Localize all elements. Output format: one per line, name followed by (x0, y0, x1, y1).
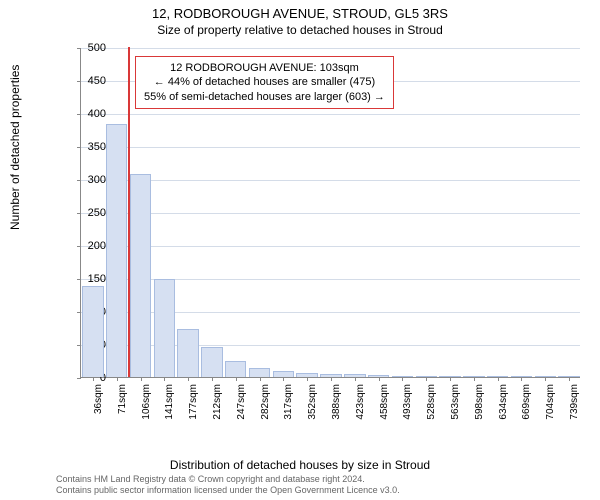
annot-line3: 55% of semi-detached houses are larger (… (144, 90, 385, 104)
ytick-label: 250 (76, 207, 106, 219)
xtick-mark (188, 377, 189, 381)
xtick-mark (498, 377, 499, 381)
xtick-mark (569, 377, 570, 381)
ytick-label: 300 (76, 174, 106, 186)
footer-line2: Contains public sector information licen… (56, 485, 400, 496)
grid-line (81, 48, 580, 49)
xtick-mark (307, 377, 308, 381)
grid-line (81, 213, 580, 214)
histogram-bar (154, 279, 175, 377)
annot-line1: 12 RODBOROUGH AVENUE: 103sqm (144, 61, 385, 75)
ytick-label: 450 (76, 75, 106, 87)
grid-line (81, 246, 580, 247)
xtick-mark (474, 377, 475, 381)
histogram-bar (106, 124, 127, 377)
histogram-bar (201, 347, 222, 377)
x-axis-label: Distribution of detached houses by size … (0, 458, 600, 472)
xtick-mark (212, 377, 213, 381)
xtick-mark (236, 377, 237, 381)
xtick-mark (521, 377, 522, 381)
chart-container: 05010015020025030035040045050036sqm71sqm… (50, 48, 580, 428)
plot-area: 05010015020025030035040045050036sqm71sqm… (80, 48, 580, 378)
xtick-mark (141, 377, 142, 381)
ytick-label: 200 (76, 240, 106, 252)
footer-attribution: Contains HM Land Registry data © Crown c… (56, 474, 400, 496)
xtick-mark (260, 377, 261, 381)
property-marker-line (128, 47, 130, 377)
annotation-box: 12 RODBOROUGH AVENUE: 103sqm← 44% of det… (135, 56, 394, 109)
grid-line (81, 180, 580, 181)
y-axis-label: Number of detached properties (8, 65, 22, 230)
histogram-bar (82, 286, 103, 377)
page-subtitle: Size of property relative to detached ho… (0, 21, 600, 41)
xtick-mark (283, 377, 284, 381)
xtick-mark (93, 377, 94, 381)
ytick-label: 400 (76, 108, 106, 120)
grid-line (81, 147, 580, 148)
xtick-mark (426, 377, 427, 381)
xtick-mark (164, 377, 165, 381)
grid-line (81, 114, 580, 115)
histogram-bar (130, 174, 151, 377)
xtick-mark (545, 377, 546, 381)
page-title: 12, RODBOROUGH AVENUE, STROUD, GL5 3RS (0, 0, 600, 21)
histogram-bar (249, 368, 270, 377)
xtick-mark (379, 377, 380, 381)
footer-line1: Contains HM Land Registry data © Crown c… (56, 474, 400, 485)
xtick-mark (450, 377, 451, 381)
xtick-mark (355, 377, 356, 381)
xtick-mark (117, 377, 118, 381)
ytick-label: 500 (76, 42, 106, 54)
ytick-label: 150 (76, 273, 106, 285)
xtick-mark (331, 377, 332, 381)
annot-line2: ← 44% of detached houses are smaller (47… (144, 75, 385, 89)
histogram-bar (177, 329, 198, 377)
histogram-bar (225, 361, 246, 377)
xtick-mark (402, 377, 403, 381)
ytick-label: 350 (76, 141, 106, 153)
